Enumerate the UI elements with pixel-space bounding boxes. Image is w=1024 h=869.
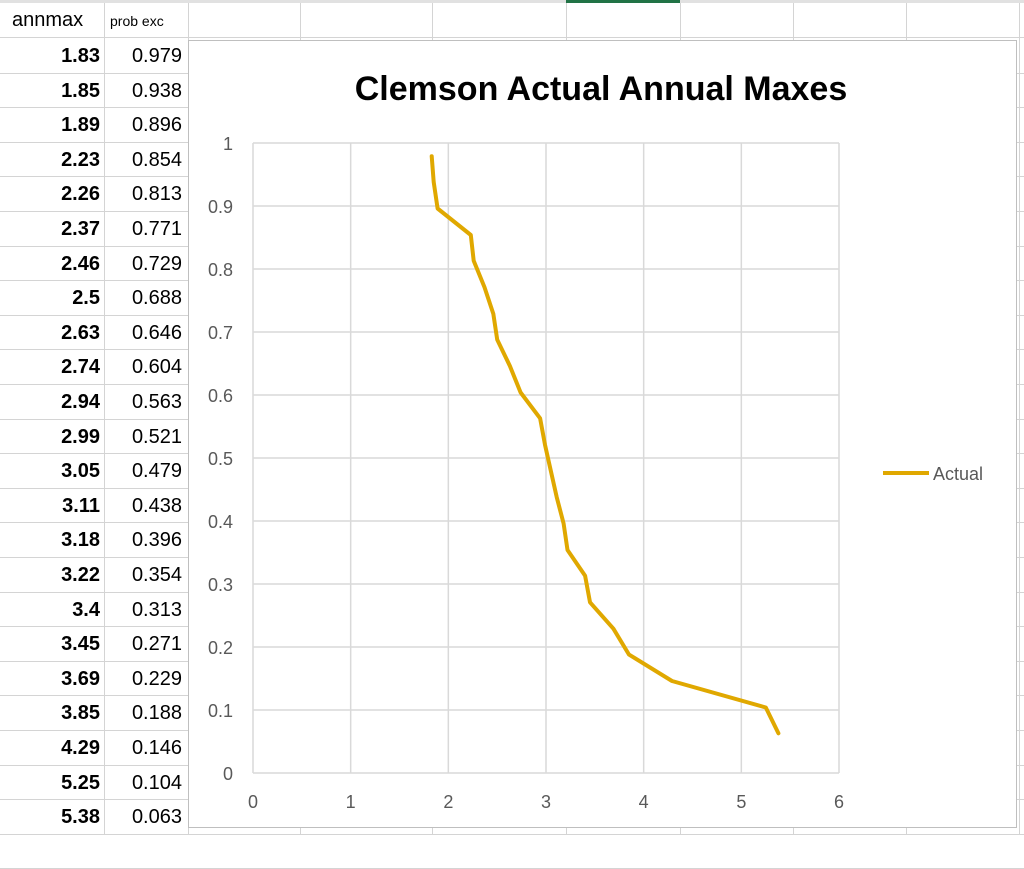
data-point: [764, 705, 768, 709]
data-point: [565, 548, 569, 552]
data-point: [495, 338, 499, 342]
cell-annmax[interactable]: 3.22: [61, 564, 100, 586]
y-tick-label: 0.1: [208, 701, 233, 721]
x-tick-label: 1: [346, 792, 356, 812]
cell-annmax[interactable]: 2.99: [61, 426, 100, 448]
cell-annmax[interactable]: 3.05: [61, 460, 100, 482]
cell-prob-exc[interactable]: 0.521: [131, 426, 182, 448]
data-point: [482, 285, 486, 289]
x-tick-label: 4: [639, 792, 649, 812]
cell-prob-exc[interactable]: 0.354: [131, 564, 182, 586]
data-point: [543, 443, 547, 447]
row-gridline: [0, 37, 1024, 38]
cell-prob-exc[interactable]: 0.771: [131, 218, 182, 240]
data-point: [627, 653, 631, 657]
x-tick-label: 6: [834, 792, 844, 812]
data-point: [670, 679, 674, 683]
cell-prob-exc[interactable]: 0.271: [131, 633, 182, 655]
y-tick-label: 0.3: [208, 575, 233, 595]
data-point: [469, 233, 473, 237]
chart-title: Clemson Actual Annual Maxes: [355, 70, 848, 108]
cell-annmax[interactable]: 2.94: [61, 391, 100, 413]
data-point: [555, 495, 559, 499]
data-point: [491, 312, 495, 316]
cell-prob-exc[interactable]: 0.104: [131, 772, 182, 794]
cell-annmax[interactable]: 3.18: [61, 529, 100, 551]
series-line-actual: [429, 154, 781, 736]
cell-prob-exc[interactable]: 0.604: [131, 356, 182, 378]
y-tick-label: 0.2: [208, 638, 233, 658]
data-point: [430, 154, 434, 158]
x-tick-label: 5: [736, 792, 746, 812]
cell-prob-exc[interactable]: 0.438: [131, 495, 182, 517]
y-tick-label: 0.8: [208, 260, 233, 280]
cell-prob-exc[interactable]: 0.896: [131, 114, 182, 136]
column-gridline: [104, 3, 105, 835]
cell-annmax[interactable]: 4.29: [61, 737, 100, 759]
cell-annmax[interactable]: 2.63: [61, 322, 100, 344]
column-header-bar: [0, 0, 1024, 3]
cell-prob-exc[interactable]: 0.188: [131, 702, 182, 724]
cell-annmax[interactable]: 1.89: [61, 114, 100, 136]
cell-prob-exc[interactable]: 0.688: [131, 287, 182, 309]
cell-prob-exc[interactable]: 0.813: [131, 183, 182, 205]
active-column-indicator: [566, 0, 680, 3]
y-tick-label: 0.7: [208, 323, 233, 343]
cell-annmax[interactable]: 2.74: [61, 356, 100, 378]
line-chart: Clemson Actual Annual Maxes 0 0.1 0.2 0.3 0.4…: [208, 70, 983, 812]
data-point: [472, 259, 476, 263]
cell-annmax[interactable]: 3.4: [72, 599, 100, 621]
data-point: [436, 207, 440, 211]
x-tick-label: 3: [541, 792, 551, 812]
cell-prob-exc[interactable]: 0.063: [131, 806, 182, 828]
data-point: [432, 180, 436, 184]
cell-prob-exc[interactable]: 0.854: [131, 149, 182, 171]
cell-annmax[interactable]: 1.85: [61, 80, 100, 102]
cell-annmax[interactable]: 2.23: [61, 149, 100, 171]
cell-header-annmax[interactable]: annmax: [12, 9, 84, 31]
cell-header-prob-exc[interactable]: prob exc: [110, 13, 164, 29]
cell-annmax[interactable]: 5.25: [61, 772, 100, 794]
column-gridline: [1019, 3, 1020, 835]
cell-prob-exc[interactable]: 0.229: [131, 668, 182, 690]
cell-annmax[interactable]: 2.5: [72, 287, 100, 309]
cell-annmax[interactable]: 3.11: [62, 495, 100, 517]
y-tick-label: 1: [223, 134, 233, 154]
cell-annmax[interactable]: 2.37: [61, 218, 100, 240]
cell-annmax[interactable]: 3.45: [61, 633, 100, 655]
data-point: [588, 600, 592, 604]
cell-annmax[interactable]: 2.26: [61, 183, 100, 205]
cell-prob-exc[interactable]: 0.313: [131, 599, 182, 621]
cell-prob-exc[interactable]: 0.729: [131, 253, 182, 275]
data-point: [776, 731, 780, 735]
x-tick-label: 0: [248, 792, 258, 812]
chart-area[interactable]: Clemson Actual Annual Maxes 0 0.1 0.2 0.3 0.4…: [188, 40, 1017, 828]
legend-label-actual: Actual: [933, 464, 983, 484]
cell-annmax[interactable]: 5.38: [61, 806, 100, 828]
y-tick-label: 0.4: [208, 512, 233, 532]
data-point: [562, 522, 566, 526]
cell-annmax[interactable]: 2.46: [61, 253, 100, 275]
data-point: [583, 574, 587, 578]
cell-prob-exc[interactable]: 0.563: [131, 391, 182, 413]
y-tick-label: 0.6: [208, 386, 233, 406]
y-tick-label: 0.9: [208, 197, 233, 217]
y-tick-label: 0: [223, 764, 233, 784]
data-point: [538, 416, 542, 420]
y-tick-label: 0.5: [208, 449, 233, 469]
cell-prob-exc[interactable]: 0.396: [131, 529, 182, 551]
cell-annmax[interactable]: 1.83: [61, 45, 100, 67]
x-tick-label: 2: [443, 792, 453, 812]
cell-annmax[interactable]: 3.85: [61, 702, 100, 724]
cell-prob-exc[interactable]: 0.479: [131, 460, 182, 482]
data-point: [508, 364, 512, 368]
cell-prob-exc[interactable]: 0.979: [131, 45, 182, 67]
cell-prob-exc[interactable]: 0.646: [131, 322, 182, 344]
cell-prob-exc[interactable]: 0.938: [131, 80, 182, 102]
data-point: [549, 469, 553, 473]
cell-prob-exc[interactable]: 0.146: [131, 737, 182, 759]
data-point: [611, 627, 615, 631]
data-point: [519, 390, 523, 394]
cell-annmax[interactable]: 3.69: [61, 668, 100, 690]
